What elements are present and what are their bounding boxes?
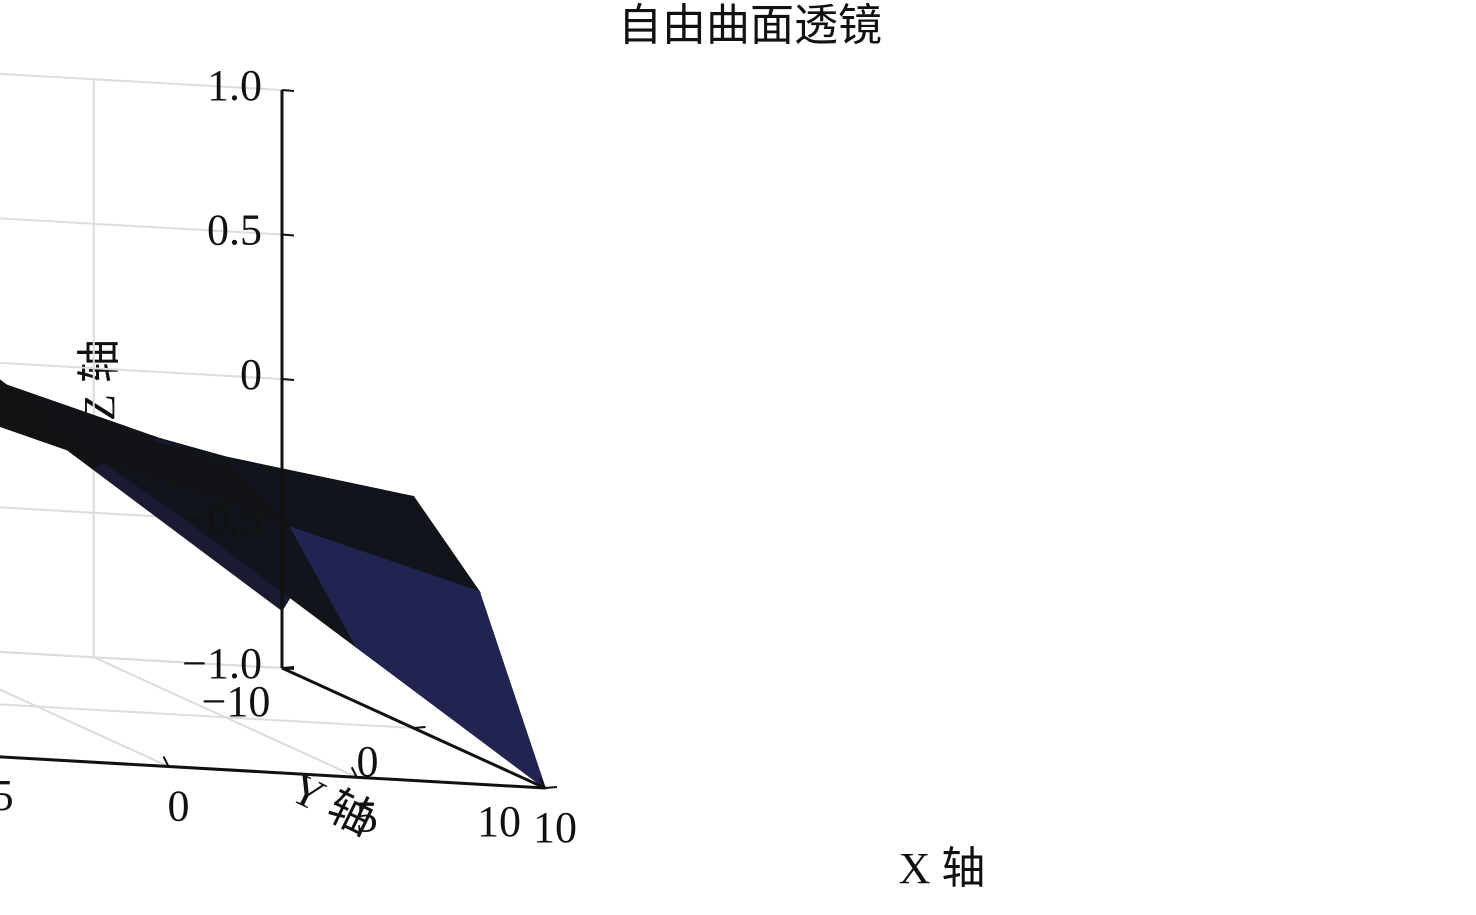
y-tick-label: 0 — [357, 737, 379, 786]
grid-line — [0, 361, 283, 380]
x-tick-label: −5 — [0, 771, 14, 820]
x-tick — [350, 766, 358, 778]
z-tick-label: −0.5 — [182, 495, 262, 544]
y-tick — [544, 786, 558, 789]
grid-line — [0, 703, 414, 729]
grid-line — [0, 650, 283, 669]
z-tick-label: −1.0 — [182, 639, 262, 688]
grid-line — [0, 72, 283, 91]
y-tick-label: −10 — [202, 677, 271, 726]
y-tick-label: 10 — [477, 797, 521, 846]
z-tick-label: 0.5 — [207, 206, 262, 255]
chart-title: 自由曲面透镜 — [618, 1, 882, 50]
z-tick — [281, 522, 295, 526]
x-tick — [539, 777, 546, 789]
x-axis-label: X 轴 — [899, 844, 986, 893]
y-tick — [413, 726, 426, 729]
z-axis-label: Z 轴 — [75, 339, 124, 421]
z-tick — [281, 233, 295, 237]
z-tick — [281, 378, 295, 381]
y-tick — [281, 666, 295, 669]
x-tick-label: 10 — [533, 803, 577, 852]
z-tick-label: 0 — [240, 350, 262, 399]
x-tick — [162, 756, 170, 767]
grid-line — [0, 217, 283, 236]
z-tick-label: 1.0 — [207, 61, 262, 110]
z-tick — [281, 89, 295, 92]
x-tick-label: 0 — [168, 782, 190, 831]
x-tick-label: 5 — [356, 792, 378, 841]
